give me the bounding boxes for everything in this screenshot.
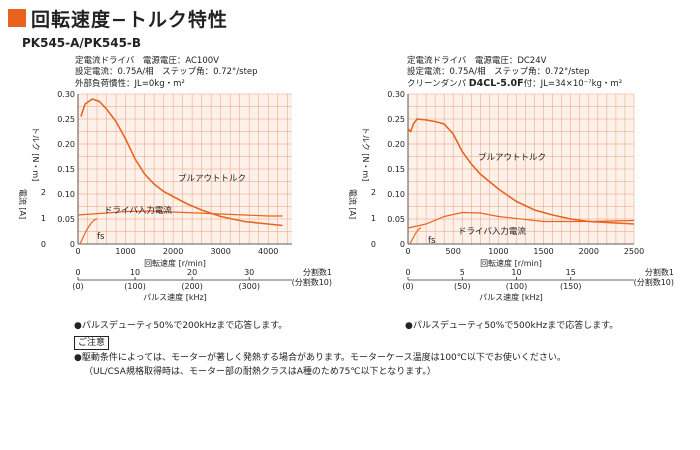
chart-2-y-tick-label: 0.05 [387, 215, 405, 224]
chart-1-cond3-text: 外部負荷慣性：JL=0kg・m² [75, 79, 185, 89]
chart-1-y2-tick-label: 2 [41, 188, 46, 197]
chart-2-pulse-end-label: 分割数1 [645, 267, 674, 277]
chart-2-x-tick-label: 1500 [533, 247, 553, 256]
note-right: ●パルスデューティ50%で500kHzまで応答します。 [405, 321, 619, 331]
chart-1-y-axis-label: トルク [N・m] [31, 127, 40, 182]
chart-1-series-line-2 [77, 210, 283, 217]
chart-2-cond3-bold: D4CL-5.0F [468, 78, 524, 89]
page-title: 回転速度−トルク特性 [8, 6, 228, 31]
model-number: PK545-A/PK545-B [22, 36, 142, 50]
chart-2-cond-line-3: クリーンダンパ D4CL-5.0F付：JL=34×10⁻⁷kg・m² [407, 78, 622, 90]
chart-1-pulse-end-sub: (分割数10) [292, 277, 332, 287]
chart-2-y2-axis-label: 電流 [A] [348, 189, 358, 219]
chart-1-y-tick-label: 0.30 [57, 90, 75, 99]
chart-1-cond-line-2: 設定電流：0.75A/相 ステップ角：0.72°/step [75, 67, 258, 77]
caution-label: ご注意 [74, 336, 110, 350]
chart-2-series-line-1 [407, 118, 635, 225]
chart-2-x-tick-label: 2000 [579, 247, 599, 256]
chart-1-conditions: 定電流ドライバ 電源電圧：AC100V 設定電流：0.75A/相 ステップ角：0… [75, 56, 258, 90]
chart-1-series-line-1 [80, 98, 283, 227]
chart-2-y-tick-label: 0 [400, 240, 405, 249]
chart-1-pulse-tick-sub: (200) [181, 282, 203, 291]
chart-2-y2-tick-label: 0 [371, 240, 376, 249]
note-left: ●パルスデューティ50%で200kHzまで応答します。 [74, 321, 288, 331]
chart-2-cond3-tail: 付：JL=34×10⁻⁷kg・m² [523, 79, 623, 89]
chart-1-x-axis-label: 回転速度 [r/min] [144, 258, 206, 268]
chart-2-y-axis-label: トルク [N・m] [361, 127, 370, 182]
chart-1-x-tick-label: 4000 [258, 247, 278, 256]
chart-2-series-line-2 [407, 211, 635, 229]
chart-1-pulse-tick-sub: (0) [72, 282, 83, 291]
chart-1-x-tick-label: 0 [75, 247, 80, 256]
chart-2-cond-line-2: 設定電流：0.75A/相 ステップ角：0.72°/step [407, 67, 590, 77]
chart-1-y-tick-label: 0.25 [57, 115, 75, 124]
chart-2-pulse-tick-sub: (100) [506, 282, 528, 291]
chart-2-x-tick-label: 2500 [624, 247, 644, 256]
chart-1-y-tick-label: 0.05 [57, 215, 75, 224]
chart-2-y-tick-label: 0.15 [387, 165, 405, 174]
chart-1-y-tick-label: 0.20 [57, 140, 75, 149]
chart-1-x-tick-label: 1000 [115, 247, 135, 256]
chart-2-y-tick-label: 0.30 [387, 90, 405, 99]
chart-2-y-tick-label: 0.10 [387, 190, 405, 199]
chart-1-pulse-end-label: 分割数1 [303, 267, 332, 277]
chart-1-pulse-axis-label: パルス速度 [kHz] [143, 292, 207, 302]
chart-1-y2-tick-label: 0 [41, 240, 46, 249]
chart-2-y2-tick-label: 1 [371, 214, 376, 223]
caution-line-1: ●駆動条件によっては、モーターが著しく発熱する場合があります。モーターケース温度… [74, 353, 566, 363]
chart-2-pulse-tick-label: 15 [566, 268, 576, 277]
chart-2-pulse-tick-label: 10 [511, 268, 521, 277]
chart-2-x-tick-label: 1000 [488, 247, 508, 256]
chart-2-y-tick-label: 0.25 [387, 115, 405, 124]
chart-2-y2-tick-label: 2 [371, 188, 376, 197]
chart-1-pulse-tick-sub: (100) [124, 282, 146, 291]
chart-1-series-line-3 [79, 218, 98, 245]
chart-2-x-axis-label: 回転速度 [r/min] [480, 258, 542, 268]
chart-2-pulse-tick-sub: (50) [454, 282, 470, 291]
chart-2-pulse-tick-sub: (0) [402, 282, 413, 291]
chart-1-pulse-tick-label: 30 [244, 268, 254, 277]
chart-1-pulse-tick-label: 0 [75, 268, 80, 277]
chart-1-x-tick-label: 2000 [163, 247, 183, 256]
chart-2-conditions: 定電流ドライバ 電源電圧：DC24V 設定電流：0.75A/相 ステップ角：0.… [407, 56, 622, 90]
chart-1-y2-tick-label: 1 [41, 214, 46, 223]
chart-2-pulse-end-sub: (分割数10) [634, 277, 674, 287]
chart-2-pulse-axis-label: パルス速度 [kHz] [479, 292, 543, 302]
chart-2-series-line-3 [409, 227, 422, 245]
chart-2-y-tick-label: 0.20 [387, 140, 405, 149]
chart-1-cond-line-3: 外部負荷慣性：JL=0kg・m² [75, 78, 258, 90]
chart-1-fs-label: fs [97, 232, 105, 242]
title-marker [8, 9, 26, 27]
chart-2-cond-line-1: 定電流ドライバ 電源電圧：DC24V [407, 56, 547, 66]
chart-2-pullout-label: プルアウトトルク [478, 153, 546, 163]
title-text: 回転速度−トルク特性 [31, 8, 228, 31]
caution-line-2: （UL/CSA規格取得時は、モーター部の耐熱クラスはA種のため75℃以下となりま… [84, 367, 436, 377]
chart-2-pulse-tick-label: 5 [460, 268, 465, 277]
chart-2-x-tick-label: 0 [405, 247, 410, 256]
chart-2-cond3-text: クリーンダンパ [407, 79, 469, 89]
chart-1-pullout-label: プルアウトトルク [178, 174, 246, 184]
chart-1-pulse-tick-label: 10 [130, 268, 140, 277]
chart-2-current-label: ドライバ入力電流 [458, 226, 526, 237]
chart-1-cond-line-1: 定電流ドライバ 電源電圧：AC100V [75, 56, 219, 66]
chart-1-y-tick-label: 0.15 [57, 165, 75, 174]
chart-1-y-tick-label: 0.10 [57, 190, 75, 199]
chart-1-pulse-tick-sub: (300) [238, 282, 260, 291]
chart-1-x-tick-label: 3000 [210, 247, 230, 256]
chart-2-pulse-tick-label: 0 [405, 268, 410, 277]
chart-2-x-tick-label: 500 [446, 247, 461, 256]
chart-1-current-label: ドライバ入力電流 [104, 205, 172, 216]
chart-1-pulse-tick-label: 20 [187, 268, 197, 277]
chart-2-pulse-tick-sub: (150) [560, 282, 582, 291]
chart-1-y-tick-label: 0 [70, 240, 75, 249]
chart-1-y2-axis-label: 電流 [A] [18, 189, 28, 219]
chart-2-fs-label: fs [428, 236, 436, 246]
